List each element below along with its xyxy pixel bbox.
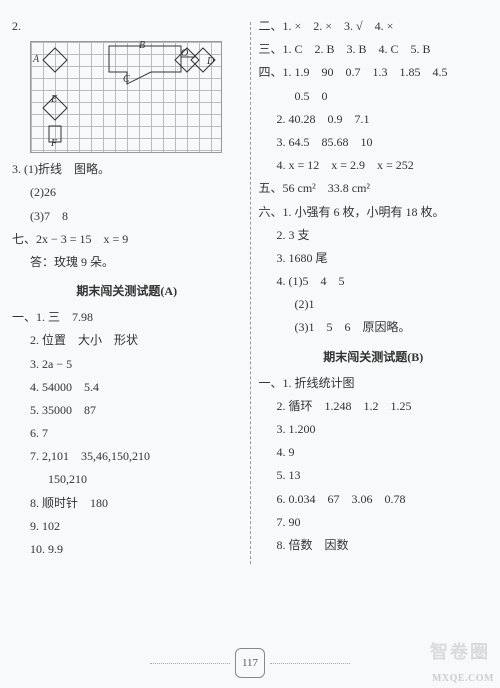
r-er: 二、1. × 2. × 3. √ 4. ×: [259, 18, 489, 34]
r-liu4c: (3)1 5 6 原因略。: [259, 319, 489, 335]
column-divider: [250, 22, 251, 564]
graph-label-d: D: [207, 56, 214, 67]
grid-graph: A B C O D E F: [30, 41, 222, 153]
r-si2: 2. 40.28 0.9 7.1: [259, 111, 489, 127]
r-wu: 五、56 cm² 33.8 cm²: [259, 180, 489, 196]
b-8: 8. 倍数 因数: [259, 537, 489, 553]
r-si1b: 0.5 0: [259, 88, 489, 104]
a-2: 2. 位置 大小 形状: [12, 332, 242, 348]
r-liu4b: (2)1: [259, 296, 489, 312]
a-5: 5. 35000 87: [12, 402, 242, 418]
r-liu2: 2. 3 支: [259, 227, 489, 243]
item-3-1: 3. (1)折线 图略。: [12, 161, 242, 177]
item-3-3: (3)7 8: [12, 208, 242, 224]
a-8: 8. 顺时针 180: [12, 495, 242, 511]
item-3-2: (2)26: [12, 184, 242, 200]
a-6: 6. 7: [12, 425, 242, 441]
b-7: 7. 90: [259, 514, 489, 530]
a-9: 9. 102: [12, 518, 242, 534]
page-number: 117: [235, 648, 265, 678]
title-exam-b: 期末闯关测试题(B): [259, 348, 489, 365]
b-2: 2. 循环 1.248 1.2 1.25: [259, 398, 489, 414]
a-7: 7. 2,101 35,46,150,210: [12, 448, 242, 464]
graph-label-e: E: [51, 94, 57, 105]
item-7: 七、2x − 3 = 15 x = 9: [12, 231, 242, 247]
item-2: 2.: [12, 18, 242, 34]
title-exam-a: 期末闯关测试题(A): [12, 282, 242, 299]
right-column: 二、1. × 2. × 3. √ 4. × 三、1. C 2. B 3. B 4…: [259, 18, 489, 564]
a-3: 3. 2a − 5: [12, 356, 242, 372]
columns: 2. A B C O D E F 3. (1)折线 图: [12, 18, 488, 564]
r-si4: 4. x = 12 x = 2.9 x = 252: [259, 157, 489, 173]
a-4: 4. 54000 5.4: [12, 379, 242, 395]
graph-label-o: O: [181, 48, 188, 59]
watermark-url: MXQE.COM: [432, 673, 494, 684]
r-liu3: 3. 1680 尾: [259, 250, 489, 266]
graph-label-b: B: [139, 40, 145, 51]
graph-label-a: A: [33, 54, 39, 65]
b-1: 一、1. 折线统计图: [259, 375, 489, 391]
b-4: 4. 9: [259, 444, 489, 460]
graph-label-c: C: [123, 74, 130, 85]
b-3: 3. 1.200: [259, 421, 489, 437]
watermark-brand: 智卷圈: [430, 638, 490, 664]
r-si3: 3. 64.5 85.68 10: [259, 134, 489, 150]
a-10: 10. 9.9: [12, 541, 242, 557]
item-7-ans: 答：玫瑰 9 朵。: [12, 254, 242, 270]
left-column: 2. A B C O D E F 3. (1)折线 图: [12, 18, 242, 564]
r-liu4a: 4. (1)5 4 5: [259, 273, 489, 289]
graph-label-f: F: [51, 138, 57, 149]
r-liu1: 六、1. 小强有 6 枚，小明有 18 枚。: [259, 204, 489, 220]
graph-shapes: [31, 42, 223, 154]
a-1-1: 一、1. 三 7.98: [12, 309, 242, 325]
a-7b: 150,210: [12, 471, 242, 487]
b-6: 6. 0.034 67 3.06 0.78: [259, 491, 489, 507]
r-san: 三、1. C 2. B 3. B 4. C 5. B: [259, 41, 489, 57]
b-5: 5. 13: [259, 467, 489, 483]
page: 2. A B C O D E F 3. (1)折线 图: [0, 0, 500, 688]
r-si1: 四、1. 1.9 90 0.7 1.3 1.85 4.5: [259, 64, 489, 80]
